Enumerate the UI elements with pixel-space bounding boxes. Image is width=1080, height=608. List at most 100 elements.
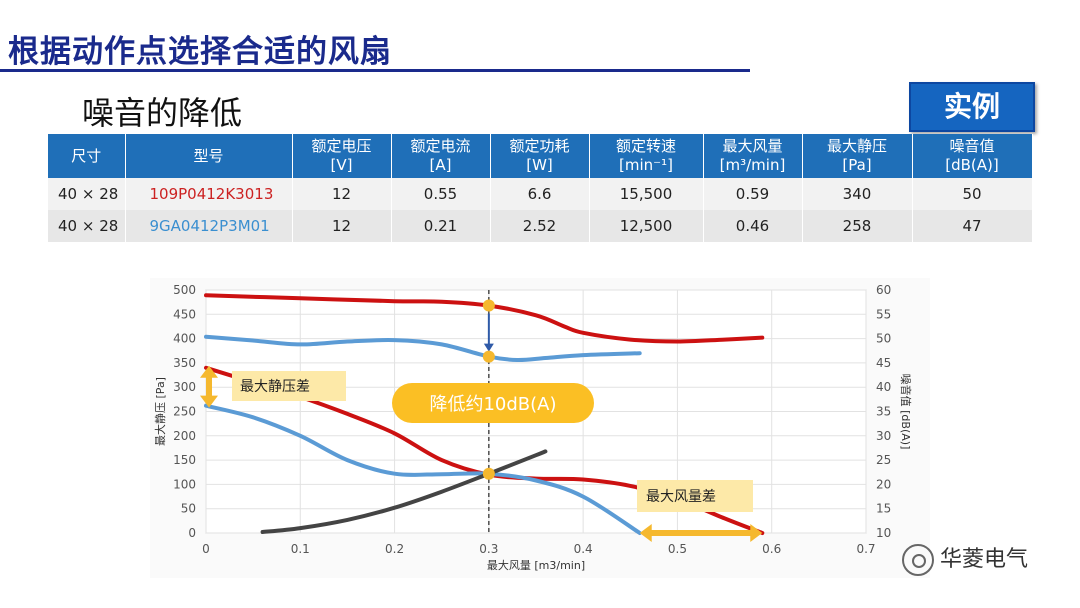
column-header-name: 额定转速 xyxy=(615,137,676,155)
column-header-unit: [Pa] xyxy=(842,156,872,174)
column-header-name: 型号 xyxy=(193,146,224,165)
pressure-diff-box xyxy=(232,371,346,401)
table-cell-current: 0.21 xyxy=(391,210,491,242)
series-line-noise-old xyxy=(204,293,765,344)
table-cell-speed: 15,500 xyxy=(589,178,704,210)
y-tick-label-left: 400 xyxy=(173,332,196,346)
column-header: 最大静压 [Pa] xyxy=(802,134,913,178)
y-tick-label-right: 55 xyxy=(876,307,891,321)
noise-reduction-pill xyxy=(392,383,594,423)
table-cell-voltage: 12 xyxy=(292,178,392,210)
y-tick-label-left: 150 xyxy=(173,453,196,467)
column-header: 噪音值 [dB(A)] xyxy=(912,134,1033,178)
column-header: 最大风量 [m³/min] xyxy=(703,134,803,178)
y-tick-label-left: 500 xyxy=(173,283,196,297)
column-header-name: 额定电压 xyxy=(311,137,372,155)
table-cell-speed: 12,500 xyxy=(589,210,704,242)
pressure-diff-arrow-head xyxy=(200,365,218,378)
column-header-name: 额定功耗 xyxy=(509,137,570,155)
column-header: 额定电压 [V] xyxy=(292,134,392,178)
x-tick-label: 0 xyxy=(202,542,210,556)
column-header-unit: [dB(A)] xyxy=(945,156,999,174)
y-axis-title-left: 最大静压 [Pa] xyxy=(153,377,167,446)
title-rule xyxy=(0,69,750,72)
column-header-name: 额定电流 xyxy=(410,137,471,155)
watermark: 华菱电气 xyxy=(902,541,1028,576)
column-header-name: 最大静压 xyxy=(826,137,887,155)
table-cell-model: 9GA0412P3M01 xyxy=(125,210,293,242)
table-cell-airflow: 0.46 xyxy=(703,210,803,242)
noise-reduction-label: 降低约10dB(A) xyxy=(429,394,556,415)
x-tick-label: 0.6 xyxy=(762,542,781,556)
table-row: 40 × 28 109P0412K3013 12 0.55 6.6 15,500 0.59 3… xyxy=(48,178,1033,210)
y-tick-label-right: 20 xyxy=(876,477,891,491)
table-cell-pressure: 340 xyxy=(802,178,913,210)
slide-subtitle: 噪音的降低 xyxy=(82,94,243,132)
table-cell-power: 6.6 xyxy=(490,178,590,210)
table-cell-pressure: 258 xyxy=(802,210,913,242)
y-tick-label-left: 0 xyxy=(188,526,196,540)
series-line-system-impedance xyxy=(260,449,548,534)
column-header-unit: [min⁻¹] xyxy=(619,156,673,174)
column-header-unit: [W] xyxy=(526,156,553,174)
table-cell-size: 40 × 28 xyxy=(48,178,126,210)
y-tick-label-right: 60 xyxy=(876,283,891,297)
y-tick-label-right: 10 xyxy=(876,526,891,540)
x-tick-label: 0.1 xyxy=(291,542,310,556)
table-cell-current: 0.55 xyxy=(391,178,491,210)
pressure-diff-label: 最大静压差 xyxy=(240,379,310,395)
y-tick-label-left: 200 xyxy=(173,429,196,443)
example-badge: 实例 xyxy=(909,82,1035,132)
series-line-pressure-new xyxy=(204,403,642,535)
y-tick-label-left: 50 xyxy=(181,502,196,516)
airflow-diff-arrow-head xyxy=(750,524,763,542)
table-cell-noise: 47 xyxy=(912,210,1033,242)
noise-drop-arrow-head xyxy=(483,343,494,352)
series-line-noise-new xyxy=(204,334,642,363)
watermark-text: 华菱电气 xyxy=(940,547,1029,572)
airflow-diff-box xyxy=(637,480,753,512)
y-tick-label-left: 100 xyxy=(173,477,196,491)
x-tick-label: 0.2 xyxy=(385,542,404,556)
slide-title: 根据动作点选择合适的风扇 xyxy=(8,34,392,70)
column-header-name: 尺寸 xyxy=(71,146,102,165)
y-tick-label-right: 30 xyxy=(876,429,891,443)
wechat-icon xyxy=(902,544,934,576)
column-header-name: 最大风量 xyxy=(722,137,783,155)
y-tick-label-left: 450 xyxy=(173,307,196,321)
y-tick-label-right: 50 xyxy=(876,332,891,346)
x-tick-label: 0.3 xyxy=(479,542,498,556)
operating-point-marker xyxy=(482,467,495,480)
x-tick-label: 0.5 xyxy=(668,542,687,556)
x-axis-title: 最大风量 [m3/min] xyxy=(487,558,585,572)
table-cell-noise: 50 xyxy=(912,178,1033,210)
operating-point-marker xyxy=(482,350,495,363)
table-header-row: 尺寸 型号 额定电压 [V] 额定电流 [A] 额定功耗 [W] 额定转速 [min⁻¹] 最大风量… xyxy=(48,134,1033,178)
y-tick-label-left: 300 xyxy=(173,380,196,394)
column-header: 尺寸 xyxy=(48,134,126,178)
y-axis-title-right: 噪音值 [dB(A)] xyxy=(899,374,913,450)
table-row: 40 × 28 9GA0412P3M01 12 0.21 2.52 12,500 0.46 2… xyxy=(48,210,1033,242)
airflow-diff-label: 最大风量差 xyxy=(646,489,716,505)
y-tick-label-right: 35 xyxy=(876,405,891,419)
column-header: 型号 xyxy=(125,134,293,178)
y-tick-label-right: 15 xyxy=(876,502,891,516)
y-tick-label-right: 45 xyxy=(876,356,891,370)
table-cell-airflow: 0.59 xyxy=(703,178,803,210)
x-tick-label: 0.7 xyxy=(856,542,875,556)
column-header: 额定电流 [A] xyxy=(391,134,491,178)
table-cell-size: 40 × 28 xyxy=(48,210,126,242)
x-tick-label: 0.4 xyxy=(574,542,593,556)
table-cell-model: 109P0412K3013 xyxy=(125,178,293,210)
operating-point-marker xyxy=(482,299,495,312)
y-tick-label-right: 40 xyxy=(876,380,891,394)
column-header-unit: [m³/min] xyxy=(719,156,786,174)
column-header: 额定转速 [min⁻¹] xyxy=(589,134,704,178)
column-header-unit: [V] xyxy=(330,156,353,174)
column-header-name: 噪音值 xyxy=(949,137,995,155)
column-header-unit: [A] xyxy=(429,156,452,174)
pressure-diff-arrow-head xyxy=(200,395,218,408)
y-tick-label-left: 350 xyxy=(173,356,196,370)
spec-table: 尺寸 型号 额定电压 [V] 额定电流 [A] 额定功耗 [W] 额定转速 [min⁻¹] 最大风量… xyxy=(48,134,1033,242)
